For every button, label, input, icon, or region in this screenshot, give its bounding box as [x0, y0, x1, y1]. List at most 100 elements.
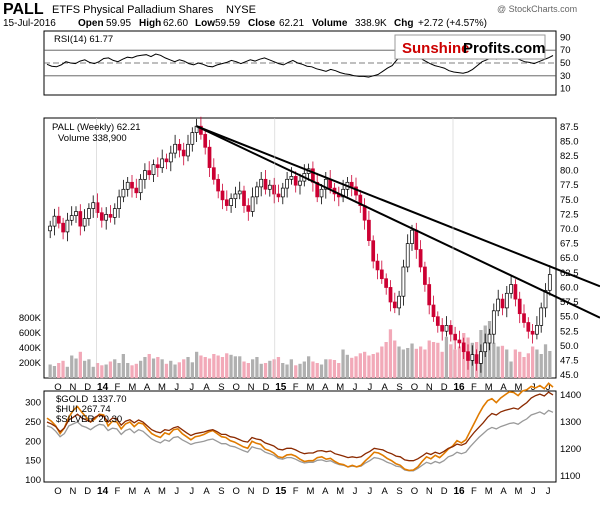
volume-bar — [492, 342, 496, 379]
candle-body — [414, 229, 419, 250]
quote-close: 62.21 — [279, 18, 304, 29]
volume-bar — [453, 349, 457, 378]
volume-bar — [216, 355, 220, 378]
quote-open: 59.95 — [106, 18, 131, 29]
legend-hui: $HUI 267.74 — [56, 404, 111, 415]
volume-bar — [212, 354, 216, 378]
volume-bar — [259, 363, 263, 379]
price-xtick-label: J — [368, 382, 373, 393]
candle-body — [410, 229, 414, 244]
price-ytick-label: 85.0 — [560, 136, 579, 147]
price-panel: 45.047.550.052.555.057.560.062.565.067.5… — [19, 116, 600, 393]
price-panel-frame — [43, 117, 557, 379]
volume-bar — [147, 354, 151, 378]
cmp-xtick-label: F — [114, 486, 120, 497]
candle-body — [203, 134, 208, 148]
price-ytick-label: 87.5 — [560, 122, 579, 133]
price-ytick-label: 70.0 — [560, 224, 579, 235]
candle-body — [95, 202, 100, 213]
volume-bar — [328, 359, 332, 379]
volume-bar — [177, 362, 181, 379]
quote-volume-label: Volume — [312, 18, 348, 29]
candle-body — [509, 284, 513, 294]
volume-bar — [61, 360, 65, 379]
volume-bar — [164, 363, 169, 379]
volume-bar — [246, 363, 250, 378]
cmp-xtick-label: J — [546, 486, 551, 497]
volume-bar — [100, 365, 104, 379]
quote-high: 62.60 — [163, 18, 188, 29]
volume-bar — [457, 346, 461, 378]
volume-bar — [229, 354, 233, 379]
price-xtick-label: O — [411, 382, 418, 393]
volume-bar — [350, 357, 354, 379]
volume-bar — [375, 352, 380, 378]
volume-bar — [427, 340, 431, 378]
comparison-panel-frame — [43, 390, 557, 483]
candle-body — [164, 158, 169, 163]
volume-bar — [121, 354, 125, 378]
volume-bar — [311, 361, 315, 378]
candle-body — [267, 184, 272, 190]
candle-body — [289, 176, 294, 180]
price-xtick-label: J — [189, 382, 194, 393]
cmp-xtick-label: A — [382, 486, 389, 497]
volume-bar — [276, 357, 281, 378]
price-xtick-label: O — [233, 382, 240, 393]
candle-body — [315, 181, 320, 198]
candle-body — [539, 307, 544, 326]
price-ytick-label: 45.0 — [560, 370, 579, 381]
rsi-ytick-label: 30 — [560, 71, 571, 82]
price-ytick-label: 55.0 — [560, 312, 579, 323]
price-xtick-label: N — [426, 382, 433, 393]
volume-bar — [255, 357, 259, 378]
volume-bar — [444, 336, 449, 379]
security-name: ETFS Physical Palladium Shares — [52, 4, 214, 16]
volume-bar — [169, 360, 173, 379]
price-xtick-label: F — [114, 382, 120, 393]
volume-bar — [294, 365, 298, 379]
candle-body — [522, 313, 526, 323]
price-ytick-label: 52.5 — [560, 326, 579, 337]
price-xtick-label: 14 — [97, 382, 109, 393]
rsi-ytick-label: 50 — [560, 58, 571, 69]
volume-bar — [414, 348, 418, 379]
rsi-line — [46, 52, 554, 78]
volume-bar — [203, 357, 207, 378]
cmp-right-tick-label: 1100 — [560, 471, 580, 482]
price-xtick-label: 16 — [453, 382, 465, 393]
volume-bar — [380, 346, 384, 378]
price-ytick-label: 72.5 — [560, 209, 579, 220]
volume-bar — [104, 364, 108, 378]
volume-bar — [401, 349, 405, 378]
trendline — [196, 125, 600, 288]
price-xtick-label: A — [322, 382, 329, 393]
candle-body — [173, 143, 177, 154]
candle-body — [276, 193, 281, 198]
candle-body — [181, 149, 186, 157]
price-xtick-label: N — [69, 382, 76, 393]
candle-body — [74, 211, 78, 216]
candle-body — [99, 212, 104, 221]
volume-bar — [251, 359, 255, 379]
price-ytick-label: 75.0 — [560, 195, 579, 206]
volume-bar — [74, 358, 78, 378]
volume-ytick-label: 400K — [19, 343, 42, 354]
volume-bar — [117, 363, 121, 378]
logo-part-sunshine: Sunshine — [402, 40, 470, 57]
cmp-xtick-label: J — [353, 486, 358, 497]
candle-body — [168, 152, 173, 163]
price-xtick-label: F — [293, 382, 299, 393]
candle-body — [466, 351, 470, 361]
volume-bar — [440, 351, 444, 379]
cmp-xtick-label: D — [262, 486, 269, 497]
rsi-ytick-label: 90 — [560, 32, 571, 43]
volume-bar — [535, 349, 539, 378]
volume-bar — [367, 355, 371, 378]
price-ytick-label: 65.0 — [560, 253, 579, 264]
volume-bar — [182, 359, 186, 379]
volume-bar — [423, 349, 427, 378]
candle-body — [371, 240, 376, 262]
price-ytick-label: 80.0 — [560, 166, 579, 177]
